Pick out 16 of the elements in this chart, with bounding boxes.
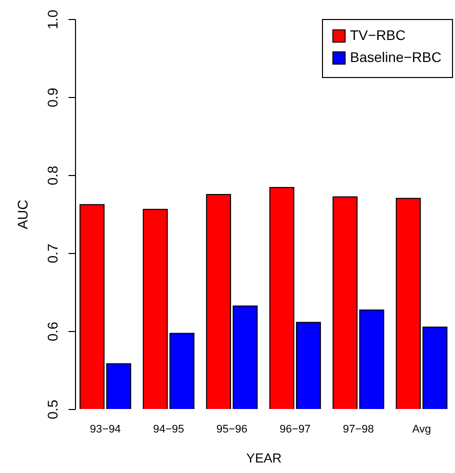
x-axis-title: YEAR — [246, 450, 282, 466]
y-tick-label: 0.8 — [44, 166, 60, 186]
x-tick-label: 94−95 — [153, 424, 184, 436]
x-tick-label: Avg — [412, 424, 432, 436]
x-tick-label: 97−98 — [342, 424, 374, 436]
x-tick-label: 93−94 — [90, 424, 121, 436]
x-tick-label: 95−96 — [216, 424, 248, 436]
legend-label: TV−RBC — [350, 27, 406, 43]
y-tick-label: 0.5 — [44, 400, 60, 420]
y-tick-label: 0.9 — [44, 88, 60, 108]
y-axis-title: AUC — [14, 200, 30, 230]
x-tick-label: 96−97 — [280, 424, 311, 436]
y-tick-label: 0.7 — [44, 244, 60, 264]
legend-label: Baseline−RBC — [350, 49, 442, 65]
y-tick-label: 0.6 — [44, 322, 60, 342]
y-tick-label: 1.0 — [44, 10, 60, 30]
